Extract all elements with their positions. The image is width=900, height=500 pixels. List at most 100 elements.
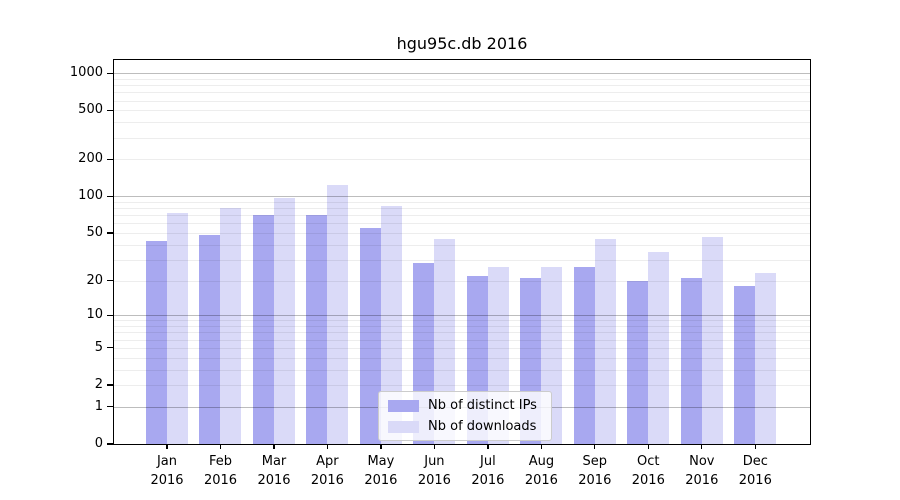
bar-distinct-ips-apr [306,214,328,444]
x-tick-mark-sep [594,444,596,449]
gridline-10 [114,315,810,317]
y-tick-label-10: 10 [86,307,103,323]
gridline-9 [114,320,810,322]
month-label: Apr [316,454,339,469]
x-tick-mark-jul [487,444,489,449]
gridline-1000 [114,73,810,75]
y-tick-mark-1 [107,406,113,408]
bar-downloads-may [380,205,402,444]
bar-downloads-jan [167,213,188,444]
y-tick-mark-20 [107,279,113,282]
x-tick-label-oct: Oct 2016 [606,452,690,490]
gridline-40 [114,244,810,246]
bar-downloads-sep [594,238,616,444]
y-tick-mark-500 [107,109,113,112]
y-tick-label-500: 500 [78,102,103,118]
bar-distinct-ips-feb [199,235,221,444]
gridline-900 [114,78,810,80]
x-tick-mark-jan [166,444,168,449]
x-tick-label-nov: Nov 2016 [660,452,744,490]
x-tick-label-aug: Aug 2016 [499,452,583,490]
plot-area: 0 1 2 5 10 20 50 100 200 500 1000 Jan 2016 Feb 2016 Ma… [70,59,811,488]
month-label: Mar [261,454,287,469]
bar-distinct-ips-dec [734,286,756,444]
gridline-60 [114,223,810,225]
legend-swatch-distinct-ips [388,399,419,412]
legend-item-distinct-ips: Nb of distinct IPs [388,398,537,413]
x-tick-label-jul: Jul 2016 [446,452,530,490]
bar-distinct-ips-nov [680,278,702,444]
grid-layer [114,60,810,444]
bar-downloads-feb [220,207,242,444]
gridline-700 [114,92,810,94]
gridline-4 [114,357,810,359]
year-label: 2016 [738,473,772,488]
chart-title: hgu95c.db 2016 [396,34,528,53]
month-label: Dec [742,454,768,469]
x-tick-mark-feb [219,444,222,449]
x-tick-mark-oct [647,444,649,449]
gridline-3 [114,369,810,371]
year-label: 2016 [257,473,291,488]
y-tick-mark-200 [107,158,113,161]
bar-distinct-ips-may [359,228,381,444]
x-tick-label-mar: Mar 2016 [232,452,316,490]
gridline-20 [114,280,810,282]
gridline-80 [114,208,810,210]
month-label: Aug [528,454,555,469]
gridline-400 [114,122,810,124]
y-tick-mark-50 [107,232,113,234]
x-tick-label-sep: Sep 2016 [553,452,637,490]
month-label: May [367,454,395,469]
y-tick-label-20: 20 [86,272,103,288]
y-tick-label-1: 1 [94,398,103,414]
y-tick-mark-10 [107,314,113,316]
y-tick-label-200: 200 [78,151,103,167]
y-tick-mark-100 [107,195,113,197]
x-tick-label-apr: Apr 2016 [285,452,369,490]
month-label: Nov [689,454,715,469]
gridline-30 [114,259,810,261]
y-tick-label-5: 5 [94,339,103,355]
x-tick-label-jan: Jan 2016 [125,452,209,490]
month-label: Jun [424,454,445,469]
x-tick-mark-mar [273,444,275,449]
year-label: 2016 [685,473,719,488]
y-tick-mark-0 [107,443,113,445]
x-tick-label-may: May 2016 [339,452,423,490]
month-label: Feb [208,454,233,469]
y-tick-label-2: 2 [94,377,103,392]
x-tick-label-feb: Feb 2016 [179,452,263,490]
legend-label-downloads: Nb of downloads [428,419,537,434]
legend: Nb of distinct IPs Nb of downloads [378,391,552,441]
year-label: 2016 [524,473,558,488]
x-tick-mark-dec [754,444,756,449]
x-tick-mark-nov [701,444,703,449]
year-label: 2016 [631,473,665,488]
x-tick-mark-jun [433,444,436,449]
month-label: Oct [637,454,660,469]
year-label: 2016 [203,473,238,488]
bar-distinct-ips-jan [146,240,167,444]
month-label: Jul [480,454,496,469]
x-tick-mark-may [380,444,382,449]
gridline-600 [114,100,810,102]
x-axis: Jan 2016 Feb 2016 Mar 2016 Apr 2016 May 2016 Jun 20… [114,60,810,488]
year-label: 2016 [364,473,398,488]
y-tick-label-50: 50 [86,225,103,240]
bar-distinct-ips-oct [627,280,649,444]
x-tick-mark-aug [540,444,543,449]
bar-distinct-ips-mar [252,215,274,444]
year-label: 2016 [471,473,505,488]
legend-swatch-downloads [388,420,419,433]
legend-item-downloads: Nb of downloads [388,419,537,434]
gridline-90 [114,201,810,203]
year-label: 2016 [150,473,184,488]
gridline-70 [114,215,810,217]
x-tick-mark-apr [326,444,329,449]
y-tick-mark-1000 [107,72,113,74]
year-label: 2016 [578,473,612,488]
bar-downloads-nov [701,237,723,444]
month-label: Sep [582,454,608,469]
y-tick-mark-2 [107,384,113,386]
